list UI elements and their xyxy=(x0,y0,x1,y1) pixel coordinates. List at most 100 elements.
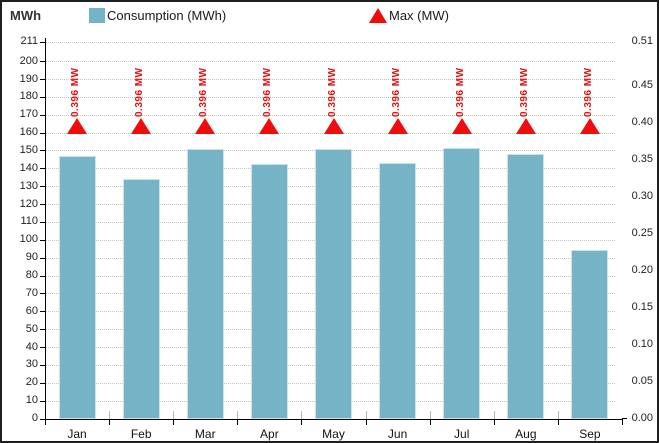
left-axis-tick-10 xyxy=(40,400,45,402)
right-axis-label-0.40: 0.40 xyxy=(631,116,653,129)
left-axis-tick-130 xyxy=(40,186,45,188)
x-boundary-tick-above xyxy=(365,411,367,419)
legend-item-max[interactable]: Max (MW) xyxy=(369,6,449,24)
month-label-mar: Mar xyxy=(194,427,216,441)
x-boundary-tick-above xyxy=(493,411,495,419)
max-value-label-jul: 0.396 MW xyxy=(454,67,466,117)
x-axis-end-tick xyxy=(622,418,627,419)
max-marker-aug[interactable] xyxy=(515,118,536,135)
left-axis-tick-0 xyxy=(40,418,45,420)
gridline-190 xyxy=(45,79,615,81)
left-axis-tick-150 xyxy=(40,150,45,152)
legend-label-consumption: Consumption (MWh) xyxy=(107,7,227,23)
left-axis-tick-80 xyxy=(40,275,45,277)
x-boundary-tick-below xyxy=(301,420,303,425)
left-axis-label-30: 30 xyxy=(25,358,38,371)
max-value-label-jan: 0.396 MW xyxy=(70,67,82,117)
month-label-sep: Sep xyxy=(579,427,601,441)
max-marker-may[interactable] xyxy=(323,118,344,135)
left-axis-label-90: 90 xyxy=(25,251,38,264)
x-boundary-tick-below xyxy=(557,420,559,425)
right-axis-label-0.20: 0.20 xyxy=(631,264,653,277)
x-boundary-tick-below xyxy=(173,420,175,425)
max-marker-jul[interactable] xyxy=(451,118,472,135)
month-label-jan: Jan xyxy=(67,427,87,441)
gridline-211 xyxy=(45,41,615,43)
left-axis-label-200: 200 xyxy=(19,54,38,67)
left-axis-tick-180 xyxy=(40,96,45,98)
left-axis-tick-40 xyxy=(40,347,45,349)
left-axis-label-20: 20 xyxy=(25,376,38,389)
month-label-aug: Aug xyxy=(515,427,537,441)
legend-item-consumption[interactable]: Consumption (MWh) xyxy=(89,6,226,24)
left-axis-label-160: 160 xyxy=(19,126,38,139)
right-axis-label-0.10: 0.10 xyxy=(631,338,653,351)
x-boundary-tick-below xyxy=(365,420,367,425)
left-axis-tick-190 xyxy=(40,79,45,81)
month-label-may: May xyxy=(322,427,345,441)
left-axis-tick-170 xyxy=(40,114,45,116)
x-boundary-tick-above xyxy=(429,411,431,419)
gridline-180 xyxy=(45,96,615,98)
left-axis-label-211: 211 xyxy=(20,35,38,47)
max-marker-apr[interactable] xyxy=(259,118,280,135)
max-marker-jan[interactable] xyxy=(67,118,88,135)
max-marker-mar[interactable] xyxy=(195,118,216,135)
right-axis-label-0.15: 0.15 xyxy=(631,301,653,314)
x-boundary-tick-above xyxy=(173,411,175,419)
x-boundary-tick-above xyxy=(237,411,239,419)
max-marker-sep[interactable] xyxy=(579,118,600,135)
bar-jul[interactable] xyxy=(443,147,481,419)
left-axis-tick-60 xyxy=(40,311,45,313)
left-axis-label-170: 170 xyxy=(19,108,38,121)
bar-sep[interactable] xyxy=(571,250,609,419)
x-boundary-tick-below xyxy=(45,420,46,425)
max-marker-jun[interactable] xyxy=(387,118,408,135)
bar-feb[interactable] xyxy=(122,179,160,419)
max-marker-feb[interactable] xyxy=(131,118,152,135)
left-axis-label-100: 100 xyxy=(19,233,38,246)
bar-mar[interactable] xyxy=(186,149,224,419)
right-axis-label-0.00: 0.00 xyxy=(631,412,653,424)
left-axis-tick-160 xyxy=(40,132,45,134)
left-axis-label-10: 10 xyxy=(25,394,38,407)
left-axis-tick-110 xyxy=(40,221,45,223)
left-axis-line xyxy=(45,38,46,424)
left-axis-label-120: 120 xyxy=(19,197,38,210)
max-value-label-mar: 0.396 MW xyxy=(198,67,210,117)
x-axis-line xyxy=(45,419,623,420)
x-boundary-tick-below xyxy=(429,420,431,425)
right-axis-label-0.05: 0.05 xyxy=(631,375,653,388)
left-axis-tick-200 xyxy=(40,61,45,63)
right-axis-label-0.35: 0.35 xyxy=(631,153,653,166)
consumption-swatch-icon xyxy=(89,7,105,23)
bar-may[interactable] xyxy=(315,149,352,419)
left-axis-label-40: 40 xyxy=(25,340,38,353)
left-axis-label-110: 110 xyxy=(20,215,38,228)
bar-jan[interactable] xyxy=(58,155,96,419)
left-axis-label-140: 140 xyxy=(19,161,38,174)
left-axis-tick-100 xyxy=(40,239,45,241)
month-label-jul: Jul xyxy=(454,427,470,441)
bar-aug[interactable] xyxy=(507,154,545,419)
right-axis-label-0.30: 0.30 xyxy=(631,190,653,203)
x-boundary-tick-below xyxy=(622,420,623,425)
bar-apr[interactable] xyxy=(250,163,288,419)
left-axis-tick-70 xyxy=(40,293,45,295)
left-axis-label-60: 60 xyxy=(25,304,38,317)
left-axis-tick-140 xyxy=(40,168,45,170)
left-axis-label-50: 50 xyxy=(25,322,38,335)
left-axis-tick-30 xyxy=(40,364,45,366)
bar-jun[interactable] xyxy=(379,163,417,419)
max-value-label-jun: 0.396 MW xyxy=(390,67,402,117)
gridline-200 xyxy=(45,61,615,63)
left-axis-unit-label: MWh xyxy=(10,8,42,23)
right-axis-label-0.45: 0.45 xyxy=(631,79,653,92)
max-triangle-icon xyxy=(369,7,387,23)
gridline-170 xyxy=(45,114,615,116)
left-axis-label-130: 130 xyxy=(19,179,38,192)
x-boundary-tick-below xyxy=(109,420,111,425)
x-boundary-tick-below xyxy=(493,420,495,425)
left-axis-tick-50 xyxy=(40,329,45,331)
right-axis-label-0.25: 0.25 xyxy=(631,227,653,240)
